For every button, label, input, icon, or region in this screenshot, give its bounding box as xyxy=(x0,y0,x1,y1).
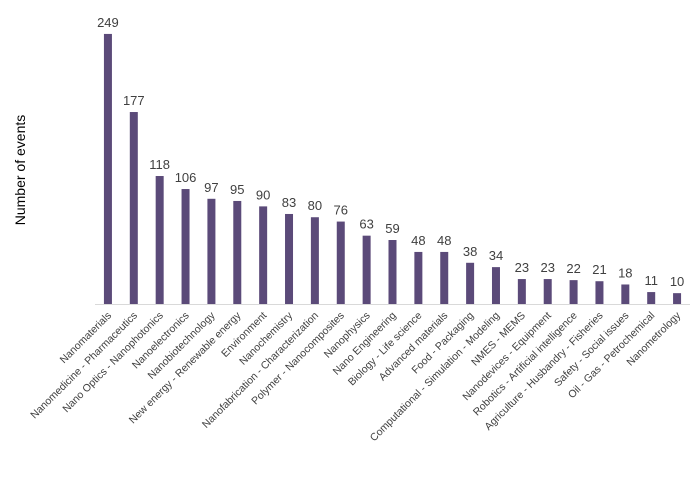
data-label: 59 xyxy=(385,221,399,236)
data-label: 18 xyxy=(618,265,632,280)
bar xyxy=(207,198,216,304)
bar xyxy=(233,200,242,304)
data-label: 22 xyxy=(566,261,580,276)
bar xyxy=(310,217,319,304)
data-label: 63 xyxy=(359,217,373,232)
data-label: 90 xyxy=(256,187,270,202)
data-label: 38 xyxy=(463,244,477,259)
bar xyxy=(103,33,112,304)
bar xyxy=(129,112,138,305)
data-label: 95 xyxy=(230,182,244,197)
bar xyxy=(259,206,268,304)
bar xyxy=(362,235,371,304)
bar xyxy=(466,262,475,304)
data-label: 48 xyxy=(411,233,425,248)
data-labels-group: 249 177 118 106 97 95 90 83 80 76 63 59 48 48 38 34 23 23… xyxy=(97,15,684,289)
data-label: 23 xyxy=(515,260,529,275)
bar xyxy=(595,281,604,304)
data-label: 48 xyxy=(437,233,451,248)
bar xyxy=(621,284,630,304)
bar xyxy=(647,292,656,304)
bar xyxy=(543,279,552,304)
data-label: 249 xyxy=(97,15,119,30)
bar xyxy=(285,213,294,304)
bar xyxy=(181,189,190,304)
bar xyxy=(414,251,423,304)
data-label: 177 xyxy=(123,93,145,108)
data-label: 97 xyxy=(204,180,218,195)
data-label: 83 xyxy=(282,195,296,210)
bar xyxy=(569,280,578,304)
data-label: 21 xyxy=(592,262,606,277)
bars-group xyxy=(103,33,682,305)
bar xyxy=(517,279,526,304)
bar xyxy=(336,221,345,304)
data-label: 118 xyxy=(149,157,170,172)
data-label: 11 xyxy=(644,273,658,288)
data-label: 34 xyxy=(489,248,503,263)
bar xyxy=(388,240,397,304)
data-label: 80 xyxy=(308,198,322,213)
data-label: 106 xyxy=(175,170,197,185)
data-label: 76 xyxy=(334,203,348,218)
bar xyxy=(491,267,500,304)
bar xyxy=(155,176,164,304)
category-label: Nanomedicine - Pharmaceutics xyxy=(28,310,140,422)
data-label: 23 xyxy=(540,260,554,275)
bar xyxy=(673,293,682,304)
bar xyxy=(440,251,449,304)
data-label: 10 xyxy=(670,274,684,289)
